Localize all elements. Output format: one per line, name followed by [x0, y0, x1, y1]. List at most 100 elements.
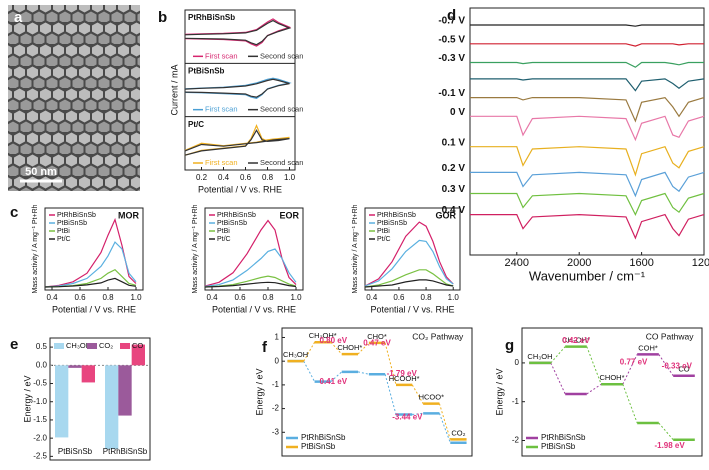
connector [384, 374, 397, 415]
curve [364, 269, 454, 288]
legend-label: First scan [205, 158, 238, 167]
panel-label: d [447, 7, 456, 24]
tem-micrograph [8, 5, 140, 191]
y-tick-label: 0.0 [36, 360, 48, 369]
state-label: HCOO* [419, 393, 445, 402]
y-axis-label: Mass activity / A mg⁻¹ Pt+Rh [192, 204, 199, 293]
plot-frame [184, 9, 296, 171]
panel-label: f [262, 339, 268, 356]
connector [586, 383, 602, 395]
series-label: -0.5 V [438, 34, 465, 45]
x-tick-label: 0.4 [46, 293, 58, 302]
connector [330, 341, 343, 355]
legend-label: PtRhBiSnSb [541, 433, 586, 442]
panel-title: PtRhBiSnSb [188, 13, 235, 22]
x-tick-label: 0.4 [218, 173, 230, 182]
legend-swatch [87, 343, 97, 349]
legend-label: PtBi [377, 228, 390, 235]
plot-frame [521, 327, 703, 457]
bar [118, 365, 132, 416]
bar [81, 365, 95, 383]
curve [470, 96, 705, 123]
curve [364, 239, 454, 287]
panel-title: GOR [435, 210, 456, 220]
bar [55, 365, 69, 438]
curve [470, 78, 705, 92]
legend-label: Pt/C [377, 236, 391, 243]
x-tick-label: 0.6 [393, 293, 405, 302]
y-tick-label: -1 [512, 397, 520, 406]
energy-annotation: -0.33 eV [662, 362, 693, 371]
panel-label: e [10, 336, 18, 353]
legend-label: CO₂ [99, 341, 113, 350]
y-tick-label: -2.5 [33, 451, 47, 460]
series-label: 0.2 V [442, 163, 466, 174]
legend-label: PtRhBiSnSb [57, 212, 96, 219]
x-axis-label: Potential / V vs. RHE [198, 184, 282, 194]
y-axis-label: Current / mA [169, 64, 179, 115]
connector [438, 413, 451, 443]
energy-annotation: -1.98 eV [654, 441, 685, 450]
energy-annotation: -3.44 eV [392, 413, 423, 422]
legend-label: Pt/C [57, 236, 71, 243]
legend-label: PtRhBiSnSb [301, 433, 346, 442]
connector [357, 342, 370, 355]
x-axis-label: Wavenumber / cm⁻¹ [529, 268, 646, 283]
state-label: CH₃OH [283, 350, 308, 359]
y-tick-label: -2 [272, 404, 280, 413]
legend-label: Second scan [260, 105, 303, 114]
curve [364, 279, 454, 288]
energy-annotation: 0.80 eV [320, 336, 348, 345]
category-label: PtBiSnSb [58, 447, 93, 456]
connector [357, 371, 369, 375]
curve [204, 248, 297, 288]
connector [658, 354, 674, 376]
y-tick-label: 0 [515, 358, 520, 367]
x-tick-label: 0.4 [366, 293, 378, 302]
state-label: COH* [638, 343, 658, 352]
connector [303, 360, 316, 382]
panel-label: a [14, 9, 23, 26]
legend-swatch [120, 343, 130, 349]
energy-annotation: 0.47 eV [363, 338, 391, 347]
x-tick-label: 2000 [567, 257, 591, 269]
energy-annotation: 0.41 eV [320, 377, 348, 386]
curve [204, 281, 297, 288]
y-tick-label: 0 [275, 356, 280, 365]
connector [384, 342, 397, 386]
connector [550, 346, 566, 364]
bar [131, 344, 145, 366]
state-label: CH₃OH [527, 352, 552, 361]
legend-label: CH₃OH [66, 341, 91, 350]
legend-label: PtRhBiSnSb [377, 212, 416, 219]
pathway-title: CO₂ Pathway [412, 331, 464, 341]
connector [412, 412, 424, 416]
curve [204, 219, 297, 287]
connector [622, 384, 638, 424]
x-tick-label: 0.8 [262, 173, 274, 182]
y-tick-label: -1.0 [33, 397, 47, 406]
energy-annotation: -1.79 eV [387, 369, 418, 378]
plot-frame [204, 207, 304, 291]
series-label: -0.7 V [438, 16, 465, 27]
connector [550, 362, 566, 395]
x-tick-label: 0.6 [234, 293, 246, 302]
legend-label: PtRhBiSnSb [217, 212, 256, 219]
series-label: -0.1 V [438, 88, 465, 99]
x-tick-label: 1200 [692, 257, 709, 269]
y-tick-label: -1.5 [33, 415, 47, 424]
x-axis-label: Potential / V vs. RHE [52, 304, 136, 314]
category-label: PtRhBiSnSb [103, 447, 148, 456]
curve [470, 213, 705, 240]
x-tick-label: 2400 [505, 257, 529, 269]
plot-frame [469, 7, 705, 256]
y-tick-label: -0.5 [33, 379, 47, 388]
curve [470, 171, 705, 198]
y-tick-label: -1 [272, 380, 280, 389]
series-label: 0.1 V [442, 137, 466, 148]
legend-label: PtBiSnSb [377, 220, 407, 227]
legend-label: PtBi [217, 228, 230, 235]
curve [184, 19, 292, 46]
connector [330, 371, 343, 382]
legend-label: Second scan [260, 51, 303, 60]
